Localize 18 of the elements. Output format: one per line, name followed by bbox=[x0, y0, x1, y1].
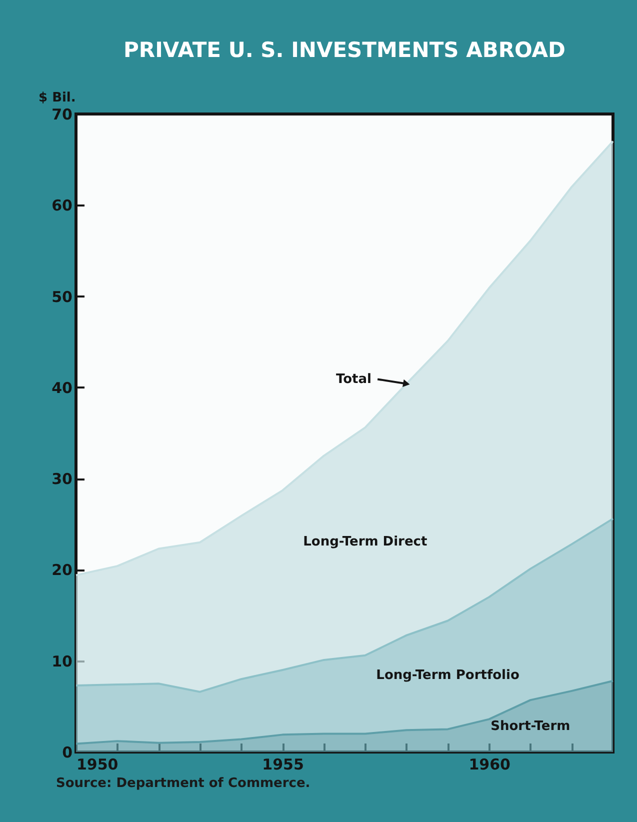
x-tick-label: 1955 bbox=[262, 756, 304, 774]
y-tick-label: 30 bbox=[52, 470, 72, 488]
y-tick-label: 50 bbox=[52, 288, 72, 306]
y-tick-label: 20 bbox=[52, 561, 72, 580]
source-note: Source: Department of Commerce. bbox=[56, 776, 310, 791]
y-tick-label: 40 bbox=[52, 378, 72, 397]
series-label: Long-Term Portfolio bbox=[376, 668, 520, 683]
y-tick-label: 60 bbox=[52, 196, 72, 215]
y-tick-label: 0 bbox=[62, 744, 72, 762]
x-tick-label: 1960 bbox=[468, 756, 510, 774]
y-tick-label: 70 bbox=[52, 106, 72, 124]
series-label: Long-Term Direct bbox=[303, 534, 428, 550]
y-axis-title: $ Bil. bbox=[38, 90, 76, 106]
x-tick-label: 1950 bbox=[76, 756, 118, 774]
annotation: Total bbox=[336, 372, 372, 388]
chart-title: PRIVATE U. S. INVESTMENTS ABROAD bbox=[124, 38, 566, 62]
y-tick-label: 10 bbox=[52, 652, 72, 670]
series-label: Short-Term bbox=[490, 719, 570, 734]
